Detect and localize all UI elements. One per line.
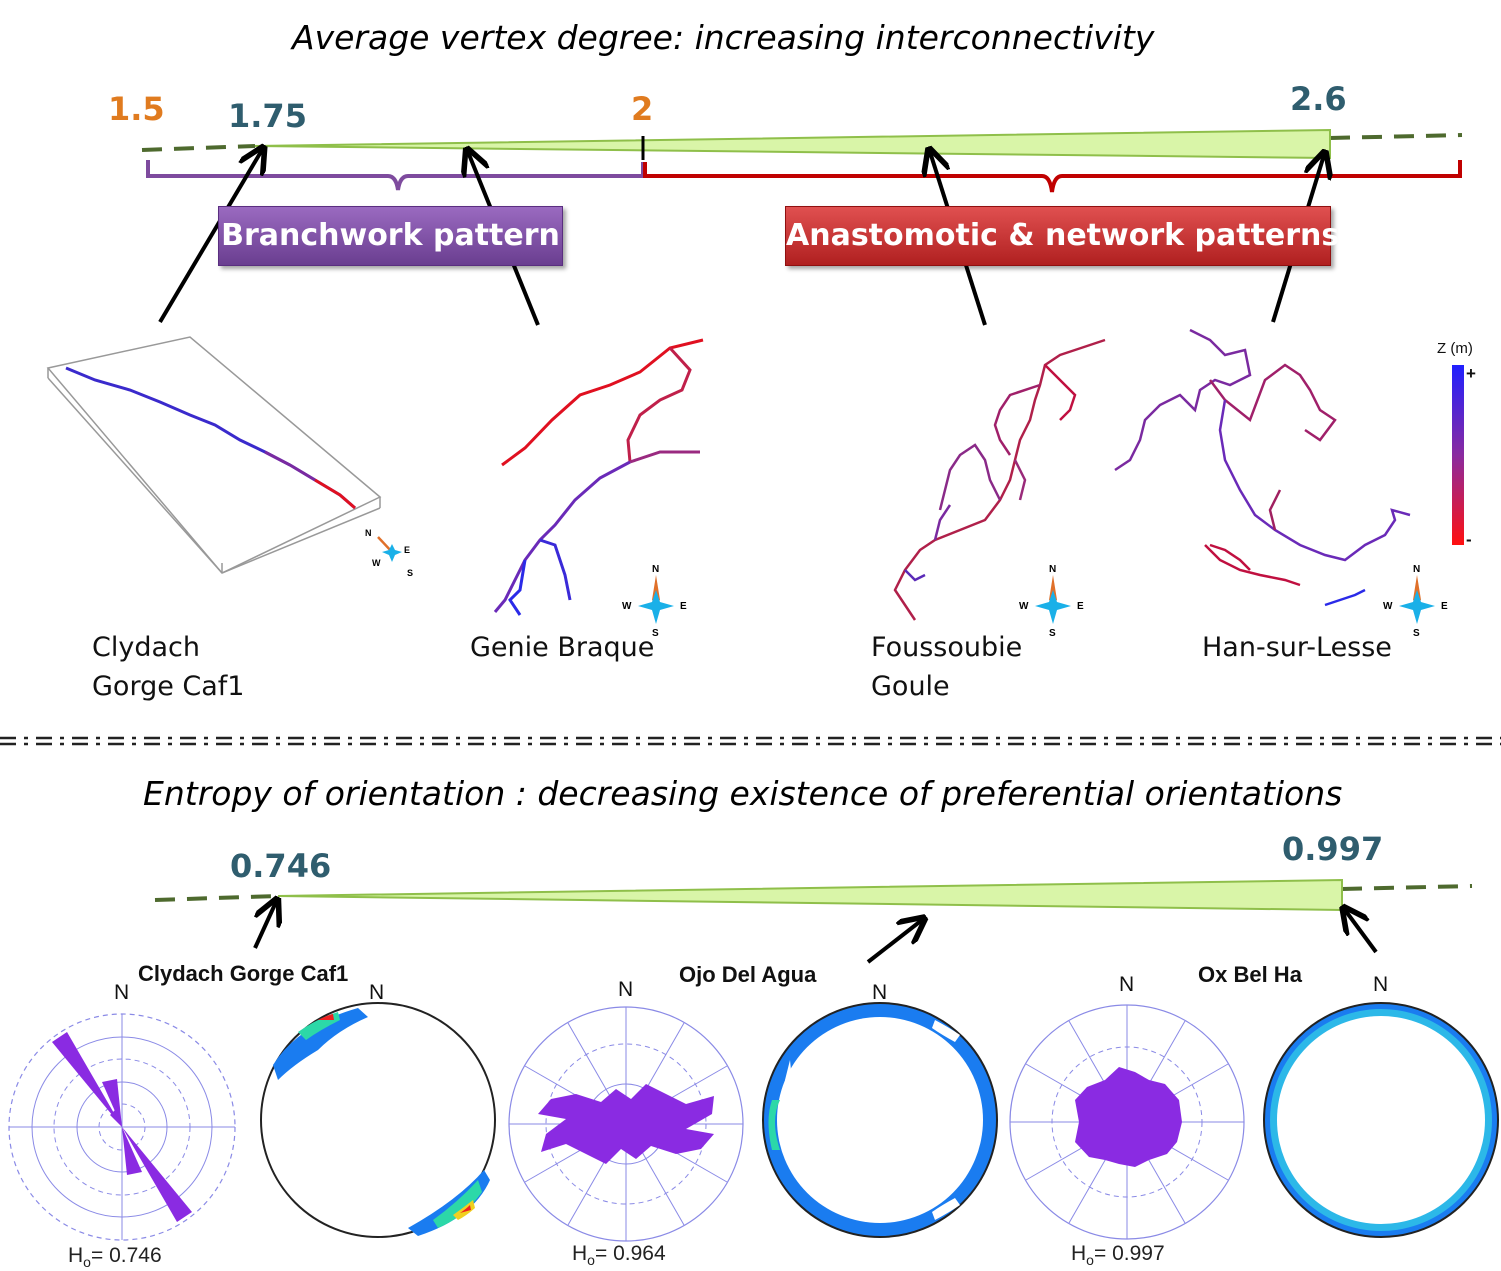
compass-clydach-w: W <box>372 558 381 568</box>
dashed-axis-left <box>141 144 256 152</box>
cave-label-foussoubie-line1: Foussoubie <box>871 632 1023 663</box>
branchwork-pattern-label: Branchwork pattern <box>218 206 563 266</box>
compass-foussoubie-s: S <box>1049 628 1056 639</box>
han-sur-lesse-network <box>1114 328 1411 607</box>
rose-title-ojo: Ojo Del Agua <box>679 962 817 987</box>
rose-diagram-oxbelha <box>1009 1004 1245 1240</box>
rose-n-oxbelha: N <box>1119 973 1135 996</box>
entropy-value-ojo: Ho= 0.964 <box>572 1242 666 1269</box>
brace-branchwork <box>146 160 645 191</box>
brace-anastomotic <box>643 160 1462 193</box>
tick-label-1-75: 1.75 <box>228 97 307 135</box>
compass-genie-e: E <box>680 601 687 612</box>
entropy-tick-high: 0.997 <box>1282 830 1384 868</box>
entropy-tick-low: 0.746 <box>230 847 332 885</box>
compass-clydach-n: N <box>365 528 372 538</box>
rose-diagram-clydach <box>8 1013 236 1241</box>
vertex-degree-scale <box>141 128 1463 160</box>
colorbar-minus: - <box>1466 530 1472 549</box>
compass-genie-w: W <box>622 601 632 612</box>
tick-label-2-6: 2.6 <box>1290 80 1347 118</box>
compass-han-s: S <box>1413 628 1420 639</box>
foussoubie-network <box>893 338 1106 621</box>
entropy-wedge <box>277 878 1343 912</box>
cave-label-genie: Genie Braque <box>470 632 655 663</box>
compass-genie-n: N <box>652 564 660 575</box>
compass-icon-foussoubie <box>1035 575 1071 624</box>
anastomotic-pattern-label: Anastomotic & network patterns <box>785 206 1339 266</box>
bottom-title: Entropy of orientation : decreasing exis… <box>143 774 1343 813</box>
compass-icon-han <box>1399 575 1435 624</box>
stereonet-n-oxbelha: N <box>1373 973 1389 996</box>
clydach-3d-view <box>46 336 382 574</box>
z-colorbar <box>1452 365 1464 545</box>
bottom-arrows <box>253 902 1378 964</box>
cave-label-han: Han-sur-Lesse <box>1202 632 1392 663</box>
genie-braque-network <box>493 338 704 616</box>
rose-title-clydach: Clydach Gorge Caf1 <box>138 961 349 986</box>
compass-foussoubie-n: N <box>1049 564 1057 575</box>
cave-label-clydach-line1: Clydach <box>92 632 200 663</box>
cave-label-foussoubie: Foussoubie Goule <box>871 628 1022 706</box>
entropy-scale <box>154 878 1473 912</box>
compass-icon-clydach <box>377 536 402 562</box>
cave-label-clydach: Clydach Gorge Caf1 <box>92 628 244 706</box>
compass-han-e: E <box>1441 601 1448 612</box>
compass-clydach-s: S <box>407 568 414 578</box>
rose-title-oxbelha: Ox Bel Ha <box>1198 962 1302 987</box>
stereonet-clydach <box>260 1002 496 1238</box>
stereonet-n-clydach: N <box>369 981 385 1004</box>
compass-han-n: N <box>1413 564 1421 575</box>
dashed-axis-right <box>1329 133 1463 140</box>
colorbar-plus: + <box>1466 364 1476 383</box>
compass-icon-genie <box>638 575 674 624</box>
entropy-value-oxbelha: Ho= 0.997 <box>1071 1242 1165 1269</box>
compass-foussoubie-e: E <box>1077 601 1084 612</box>
stereonet-n-ojo: N <box>872 981 888 1004</box>
rose-n-ojo: N <box>618 978 634 1001</box>
cave-label-foussoubie-line2: Goule <box>871 671 950 702</box>
increasing-wedge <box>254 128 1331 160</box>
compass-genie-s: S <box>652 628 659 639</box>
compass-foussoubie-w: W <box>1019 601 1029 612</box>
compass-han-w: W <box>1383 601 1393 612</box>
tick-label-1-5: 1.5 <box>108 90 165 128</box>
compass-clydach-e: E <box>404 545 411 555</box>
rose-diagram-ojo <box>508 1006 744 1242</box>
dashed-axis-left-bottom <box>154 894 279 902</box>
stereonet-oxbelha <box>1263 1002 1499 1238</box>
rose-n-clydach: N <box>114 981 130 1004</box>
entropy-value-clydach: Ho= 0.746 <box>68 1244 162 1271</box>
colorbar-label: Z (m) <box>1437 340 1473 357</box>
stereonet-ojo <box>762 1002 998 1238</box>
tick-label-2: 2 <box>631 90 654 128</box>
dashed-axis-right-bottom <box>1341 884 1473 891</box>
cave-label-clydach-line2: Gorge Caf1 <box>92 671 245 702</box>
top-title: Average vertex degree: increasing interc… <box>292 18 1155 57</box>
